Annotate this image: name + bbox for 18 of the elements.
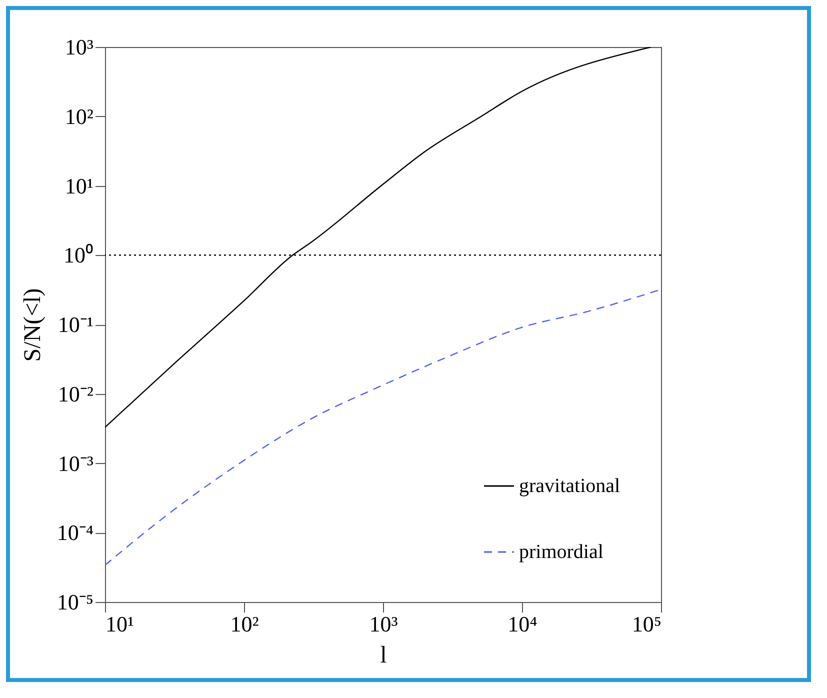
x-axis-title: l (380, 642, 388, 668)
y-tick-label: 10¹ (64, 173, 94, 198)
y-tick-label: 10² (64, 104, 94, 129)
y-axis-title: S/N(<l) (20, 288, 46, 362)
x-tick-label: 10¹ (106, 612, 134, 636)
legend-label: gravitational (519, 475, 621, 497)
x-tick-label: 10² (230, 612, 260, 636)
legend-label: primordial (519, 541, 604, 563)
y-tick-label: 10⁻¹ (58, 312, 94, 337)
x-tick-label: 10⁴ (508, 612, 538, 636)
x-tick-label: 10³ (369, 612, 398, 636)
y-tick-label: 10⁰ (64, 242, 94, 268)
y-tick-label: 10³ (64, 34, 94, 60)
y-tick-label: 10⁻² (58, 381, 94, 406)
y-tick-label: 10⁻³ (58, 450, 94, 476)
x-tick-label: 10⁵ (632, 612, 662, 636)
y-tick-label: 10⁻⁵ (56, 590, 94, 614)
y-tick-label: 10⁻⁴ (56, 520, 94, 546)
